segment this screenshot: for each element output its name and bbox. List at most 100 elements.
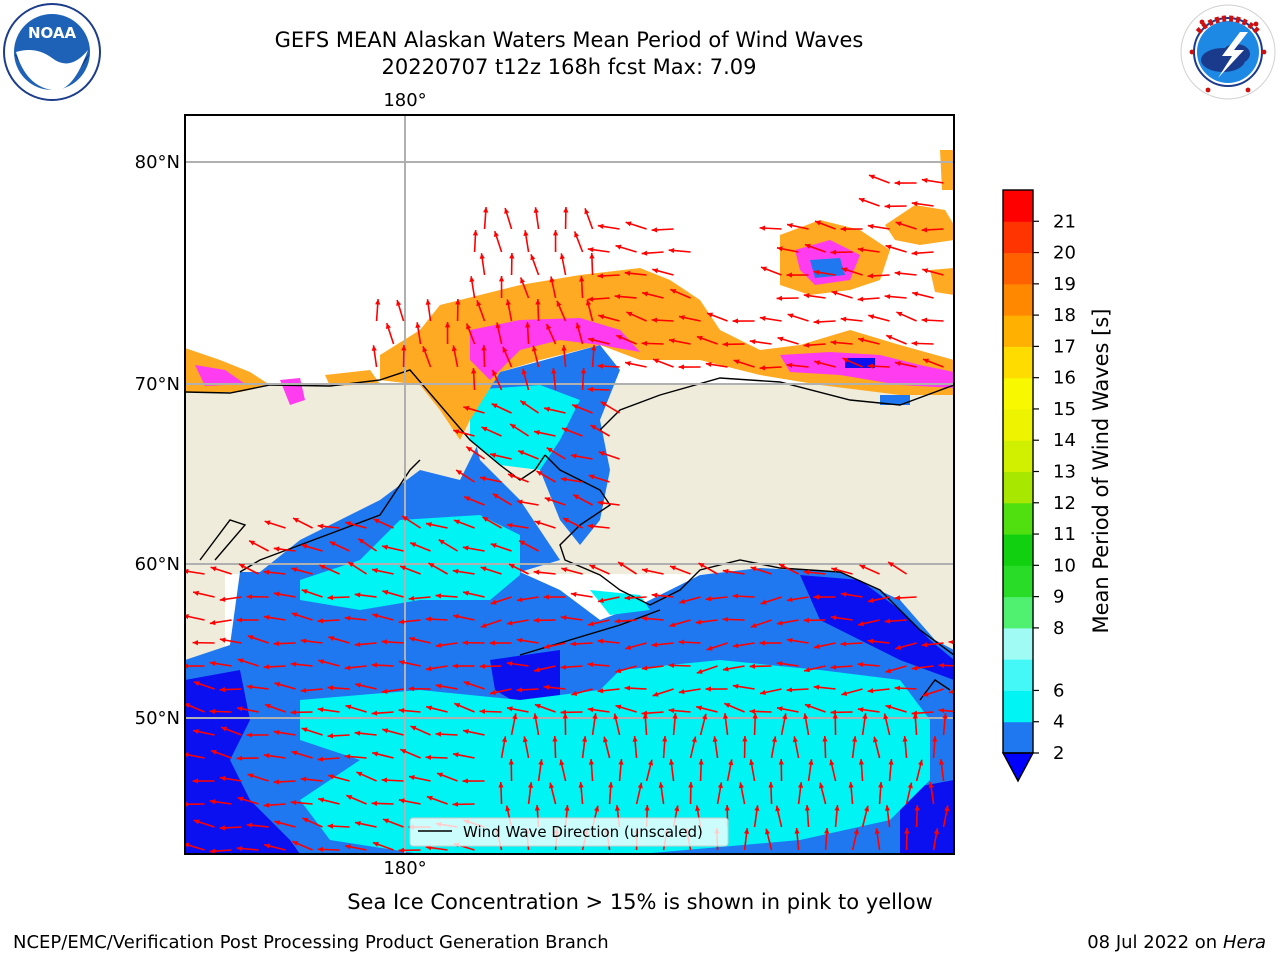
wind-wave-arrow-head: [560, 615, 567, 621]
wind-wave-arrow-head: [587, 707, 594, 713]
wind-wave-arrow-head: [768, 782, 774, 788]
wind-wave-arrow-head: [570, 641, 577, 647]
wind-wave-arrow-head: [454, 519, 460, 525]
wind-wave-arrow-head: [641, 250, 648, 256]
wind-wave-arrow-head: [544, 497, 551, 503]
wind-wave-arrow-head: [691, 736, 697, 743]
wind-wave-arrow-head: [193, 819, 200, 825]
wind-wave-arrow-head: [402, 516, 409, 522]
wind-wave-arrow-head: [506, 706, 513, 712]
wind-wave-arrow-head: [264, 703, 271, 709]
wind-wave-arrow-head: [857, 661, 864, 668]
colorbar-tick-label: 18: [1053, 305, 1076, 326]
wind-wave-arrow-head: [668, 247, 675, 254]
wind-wave-arrow-head: [273, 591, 280, 597]
wind-wave-arrow-head: [742, 736, 748, 742]
footer-credit: NCEP/EMC/Verification Post Processing Pr…: [13, 932, 609, 953]
wind-wave-arrow-head: [425, 754, 432, 761]
wind-wave-arrow-head: [508, 759, 514, 765]
wind-wave-arrow: [961, 737, 966, 758]
wind-wave-arrow-head: [290, 709, 297, 715]
wind-wave-arrow-head: [534, 667, 540, 673]
wind-wave-arrow-head: [688, 782, 694, 788]
wind-wave-arrow-head: [886, 335, 893, 340]
wind-wave-arrow-head: [786, 637, 793, 643]
wind-wave-arrow-head: [869, 174, 875, 180]
wind-wave-arrow-head: [456, 470, 463, 476]
wind-wave-arrow-head: [355, 821, 361, 827]
wind-wave-arrow-head: [705, 686, 711, 692]
colorbar-segment: [1003, 596, 1033, 629]
wind-wave-arrow-head: [857, 296, 864, 302]
wind-wave-arrow-head: [632, 736, 638, 742]
wind-wave-arrow-head: [509, 253, 515, 259]
lat-label-70: 70°N: [135, 374, 180, 395]
wind-wave-arrow-head: [672, 713, 678, 719]
wind-wave-arrow-head: [490, 689, 496, 696]
wind-wave-arrow-head: [518, 450, 525, 456]
wind-wave-arrow-head: [300, 776, 307, 782]
wind-wave-arrow-head: [356, 771, 363, 777]
wind-wave-arrow-head: [668, 338, 675, 344]
wind-wave-arrow-head: [425, 616, 432, 622]
wind-wave-arrow-head: [813, 684, 820, 690]
wind-wave-arrow-head: [573, 494, 580, 500]
wind-wave-arrow-head: [552, 230, 559, 236]
wind-wave-arrow-head: [193, 681, 200, 687]
wind-wave-arrow-head: [831, 290, 838, 296]
wind-wave-arrow-head: [914, 805, 920, 811]
wind-wave-arrow-head: [591, 345, 597, 351]
wind-wave-arrow-head: [382, 544, 388, 550]
wind-wave-arrow-head: [481, 345, 487, 351]
wind-wave-arrow-head: [192, 778, 198, 784]
wind-wave-arrow-head: [776, 706, 783, 712]
wind-wave-arrow-head: [543, 594, 549, 600]
wind-wave-arrow-head: [587, 661, 594, 668]
wind-wave-arrow-head: [400, 749, 407, 754]
wind-wave-arrow-head: [533, 713, 539, 720]
wind-wave-arrow-head: [706, 645, 713, 651]
wind-wave-arrow-head: [274, 820, 281, 826]
wind-wave-arrow-head: [942, 713, 948, 719]
wind-wave-arrow-head: [864, 805, 870, 812]
wind-wave-arrow-head: [523, 230, 529, 237]
wind-wave-arrow-head: [556, 300, 562, 307]
wind-wave-arrow-head: [563, 207, 569, 213]
colorbar-segment: [1003, 408, 1033, 441]
wind-wave-arrow-head: [274, 681, 281, 687]
wind-wave-arrow-head: [236, 617, 242, 623]
wind-wave-arrow-head: [238, 564, 245, 569]
wind-wave-arrow-head: [452, 801, 459, 807]
wind-wave-arrow-head: [246, 732, 252, 738]
wind-wave-arrow-head: [535, 299, 541, 305]
wind-wave-arrow-head: [490, 543, 497, 549]
wind-wave-arrow-head: [724, 703, 731, 708]
wind-wave-arrow: [971, 714, 976, 735]
wind-wave-arrow-head: [246, 594, 253, 600]
wind-wave-arrow-head: [722, 616, 729, 623]
wind-wave-arrow-head: [530, 254, 536, 261]
wind-wave-arrow-head: [219, 686, 226, 693]
wind-wave-arrow-head: [707, 312, 713, 318]
wind-wave-arrow-head: [678, 639, 685, 645]
wind-wave-arrow-head: [452, 568, 459, 574]
wind-wave-arrow-head: [437, 772, 443, 778]
wind-wave-arrow-head: [868, 597, 874, 604]
wind-wave-arrow-head: [328, 774, 335, 780]
wind-wave-arrow-head: [749, 339, 756, 345]
wind-wave-arrow-head: [722, 713, 729, 719]
wind-wave-arrow-head: [209, 799, 216, 805]
wind-wave-arrow-head: [584, 208, 590, 215]
wind-wave-arrow-head: [589, 253, 595, 259]
wind-wave-arrow-head: [702, 713, 708, 720]
wind-wave-arrow-head: [732, 683, 739, 689]
wind-wave-arrow-head: [803, 617, 810, 623]
wind-wave-arrow-head: [472, 230, 479, 236]
wind-wave-arrow-head: [264, 520, 271, 526]
wind-wave-arrow-head: [874, 828, 880, 834]
wind-wave-arrow-head: [505, 805, 511, 812]
colorbar-segment: [1003, 283, 1033, 316]
wind-wave-arrow-head: [759, 640, 765, 646]
map-frame: [184, 114, 955, 855]
